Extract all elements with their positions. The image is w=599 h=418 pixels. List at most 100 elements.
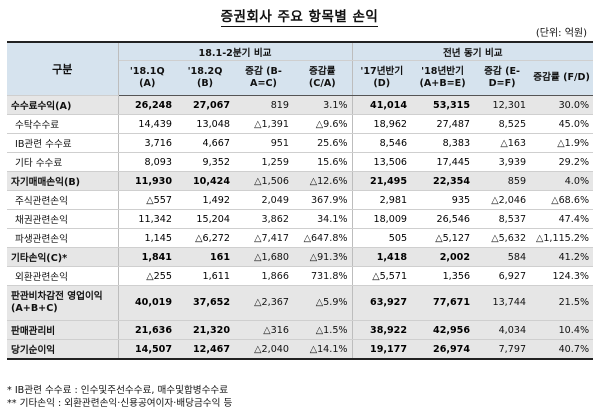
row-label: 판매관리비	[7, 320, 119, 340]
cell-value: △1,680	[234, 247, 293, 267]
cell-value: △7,417	[234, 228, 293, 248]
cell-value: 8,546	[352, 133, 412, 153]
row-label: 당기순이익	[7, 339, 119, 360]
cell-value: 21,495	[352, 171, 412, 191]
cell-value: 3,939	[474, 152, 531, 172]
cell-value: 45.0%	[530, 114, 594, 134]
cell-value: 15.6%	[293, 152, 353, 172]
cell-value: 731.8%	[293, 266, 353, 286]
cell-value: 367.9%	[293, 190, 353, 210]
cell-value: 1,418	[352, 247, 412, 267]
cell-value: 47.4%	[530, 209, 594, 229]
header-col: '18년반기 (A+B=E)	[411, 60, 475, 96]
cell-value: 21,636	[118, 320, 176, 340]
cell-value: 7,797	[474, 339, 531, 360]
cell-value: 40,019	[118, 285, 176, 321]
cell-value: △2,367	[234, 285, 293, 321]
cell-value: △1.9%	[530, 133, 594, 153]
cell-value: 1,356	[411, 266, 475, 286]
cell-value: △1,115.2%	[530, 228, 594, 248]
cell-value: 8,537	[474, 209, 531, 229]
cell-value: 584	[474, 247, 531, 267]
cell-value: △2,046	[474, 190, 531, 210]
header-col: '18.1Q (A)	[118, 60, 176, 96]
cell-value: 29.2%	[530, 152, 594, 172]
cell-value: 17,445	[411, 152, 475, 172]
table-body: 수수료수익(A) 26,248 27,067 819 3.1% 41,014 53,315 1…	[7, 95, 594, 360]
cell-value: 10,424	[176, 171, 234, 191]
cell-value: 41.2%	[530, 247, 594, 267]
cell-value: 41,014	[352, 95, 412, 115]
header-row-groups: 구분 18.1-2분기 비교 전년 동기 비교	[7, 41, 594, 96]
cell-value: △5,571	[352, 266, 412, 286]
cell-value: 18,962	[352, 114, 412, 134]
cell-value: 40.7%	[530, 339, 594, 360]
cell-value: 4.0%	[530, 171, 594, 191]
income-table: 구분 18.1-2분기 비교 전년 동기 비교 '18.1Q (A) '18.2…	[7, 41, 594, 360]
cell-value: △1.5%	[293, 320, 353, 340]
table-row: 당기순이익 14,507 12,467 △2,040 △14.1% 19,177 26,97…	[7, 339, 594, 360]
cell-value: 21.5%	[530, 285, 594, 321]
cell-value: △14.1%	[293, 339, 353, 360]
cell-value: 1,611	[176, 266, 234, 286]
row-label: 외환관련손익	[7, 266, 119, 286]
unit-label: (단위: 억원)	[535, 28, 587, 39]
cell-value: 951	[234, 133, 293, 153]
row-label: 수탁수수료	[7, 114, 119, 134]
cell-value: △5.9%	[293, 285, 353, 321]
cell-value: 15,204	[176, 209, 234, 229]
cell-value: 859	[474, 171, 531, 191]
cell-value: △5,632	[474, 228, 531, 248]
table-row: 기타손익(C)* 1,841 161 △1,680 △91.3% 1,418 2,002 58…	[7, 247, 594, 267]
table-row: IB관련 수수료 3,716 4,667 951 25.6% 8,546 8,383 △163…	[7, 133, 594, 153]
cell-value: 124.3%	[530, 266, 594, 286]
header-group-yoy: 전년 동기 비교	[352, 41, 594, 61]
cell-value: 2,049	[234, 190, 293, 210]
cell-value: 77,671	[411, 285, 475, 321]
footnote: * IB관련 수수료 : 인수및주선수수료, 매수및합병수수료	[7, 385, 229, 396]
header-col: 증감률 (F/D)	[530, 60, 594, 96]
cell-value: 25.6%	[293, 133, 353, 153]
table-row: 판관비차감전 영업이익(A+B+C) 40,019 37,652 △2,367 △5.9…	[7, 285, 594, 321]
cell-value: 8,093	[118, 152, 176, 172]
cell-value: 3,862	[234, 209, 293, 229]
cell-value: 2,981	[352, 190, 412, 210]
row-label: 기타 수수료	[7, 152, 119, 172]
cell-value: 27,487	[411, 114, 475, 134]
cell-value: 13,048	[176, 114, 234, 134]
cell-value: △647.8%	[293, 228, 353, 248]
cell-value: 8,525	[474, 114, 531, 134]
row-label: 판관비차감전 영업이익(A+B+C)	[7, 285, 119, 321]
cell-value: 4,034	[474, 320, 531, 340]
cell-value: △12.6%	[293, 171, 353, 191]
table-row: 외환관련손익 △255 1,611 1,866 731.8% △5,571 1,356 6,9…	[7, 266, 594, 286]
cell-value: 10.4%	[530, 320, 594, 340]
cell-value: 1,866	[234, 266, 293, 286]
row-label: 주식관련손익	[7, 190, 119, 210]
cell-value: 21,320	[176, 320, 234, 340]
cell-value: 37,652	[176, 285, 234, 321]
row-label: 채권관련손익	[7, 209, 119, 229]
table-row: 주식관련손익 △557 1,492 2,049 367.9% 2,981 935 △2,046…	[7, 190, 594, 210]
row-label: 수수료수익(A)	[7, 95, 119, 115]
cell-value: 19,177	[352, 339, 412, 360]
row-label: 자기매매손익(B)	[7, 171, 119, 191]
header-group-quarter: 18.1-2분기 비교	[118, 41, 353, 61]
cell-value: △2,040	[234, 339, 293, 360]
header-row-cols: '18.1Q (A) '18.2Q (B) 증감 (B-A=C) 증감률 (C/…	[7, 60, 594, 96]
table-title: 증권회사 주요 항목별 손익	[220, 9, 379, 27]
cell-value: 1,259	[234, 152, 293, 172]
cell-value: 26,974	[411, 339, 475, 360]
cell-value: 14,439	[118, 114, 176, 134]
cell-value: 26,248	[118, 95, 176, 115]
cell-value: 22,354	[411, 171, 475, 191]
cell-value: 27,067	[176, 95, 234, 115]
cell-value: 42,956	[411, 320, 475, 340]
cell-value: 11,342	[118, 209, 176, 229]
cell-value: 11,930	[118, 171, 176, 191]
header-col: '17년반기 (D)	[352, 60, 412, 96]
cell-value: 53,315	[411, 95, 475, 115]
cell-value: 8,383	[411, 133, 475, 153]
cell-value: 34.1%	[293, 209, 353, 229]
cell-value: △557	[118, 190, 176, 210]
